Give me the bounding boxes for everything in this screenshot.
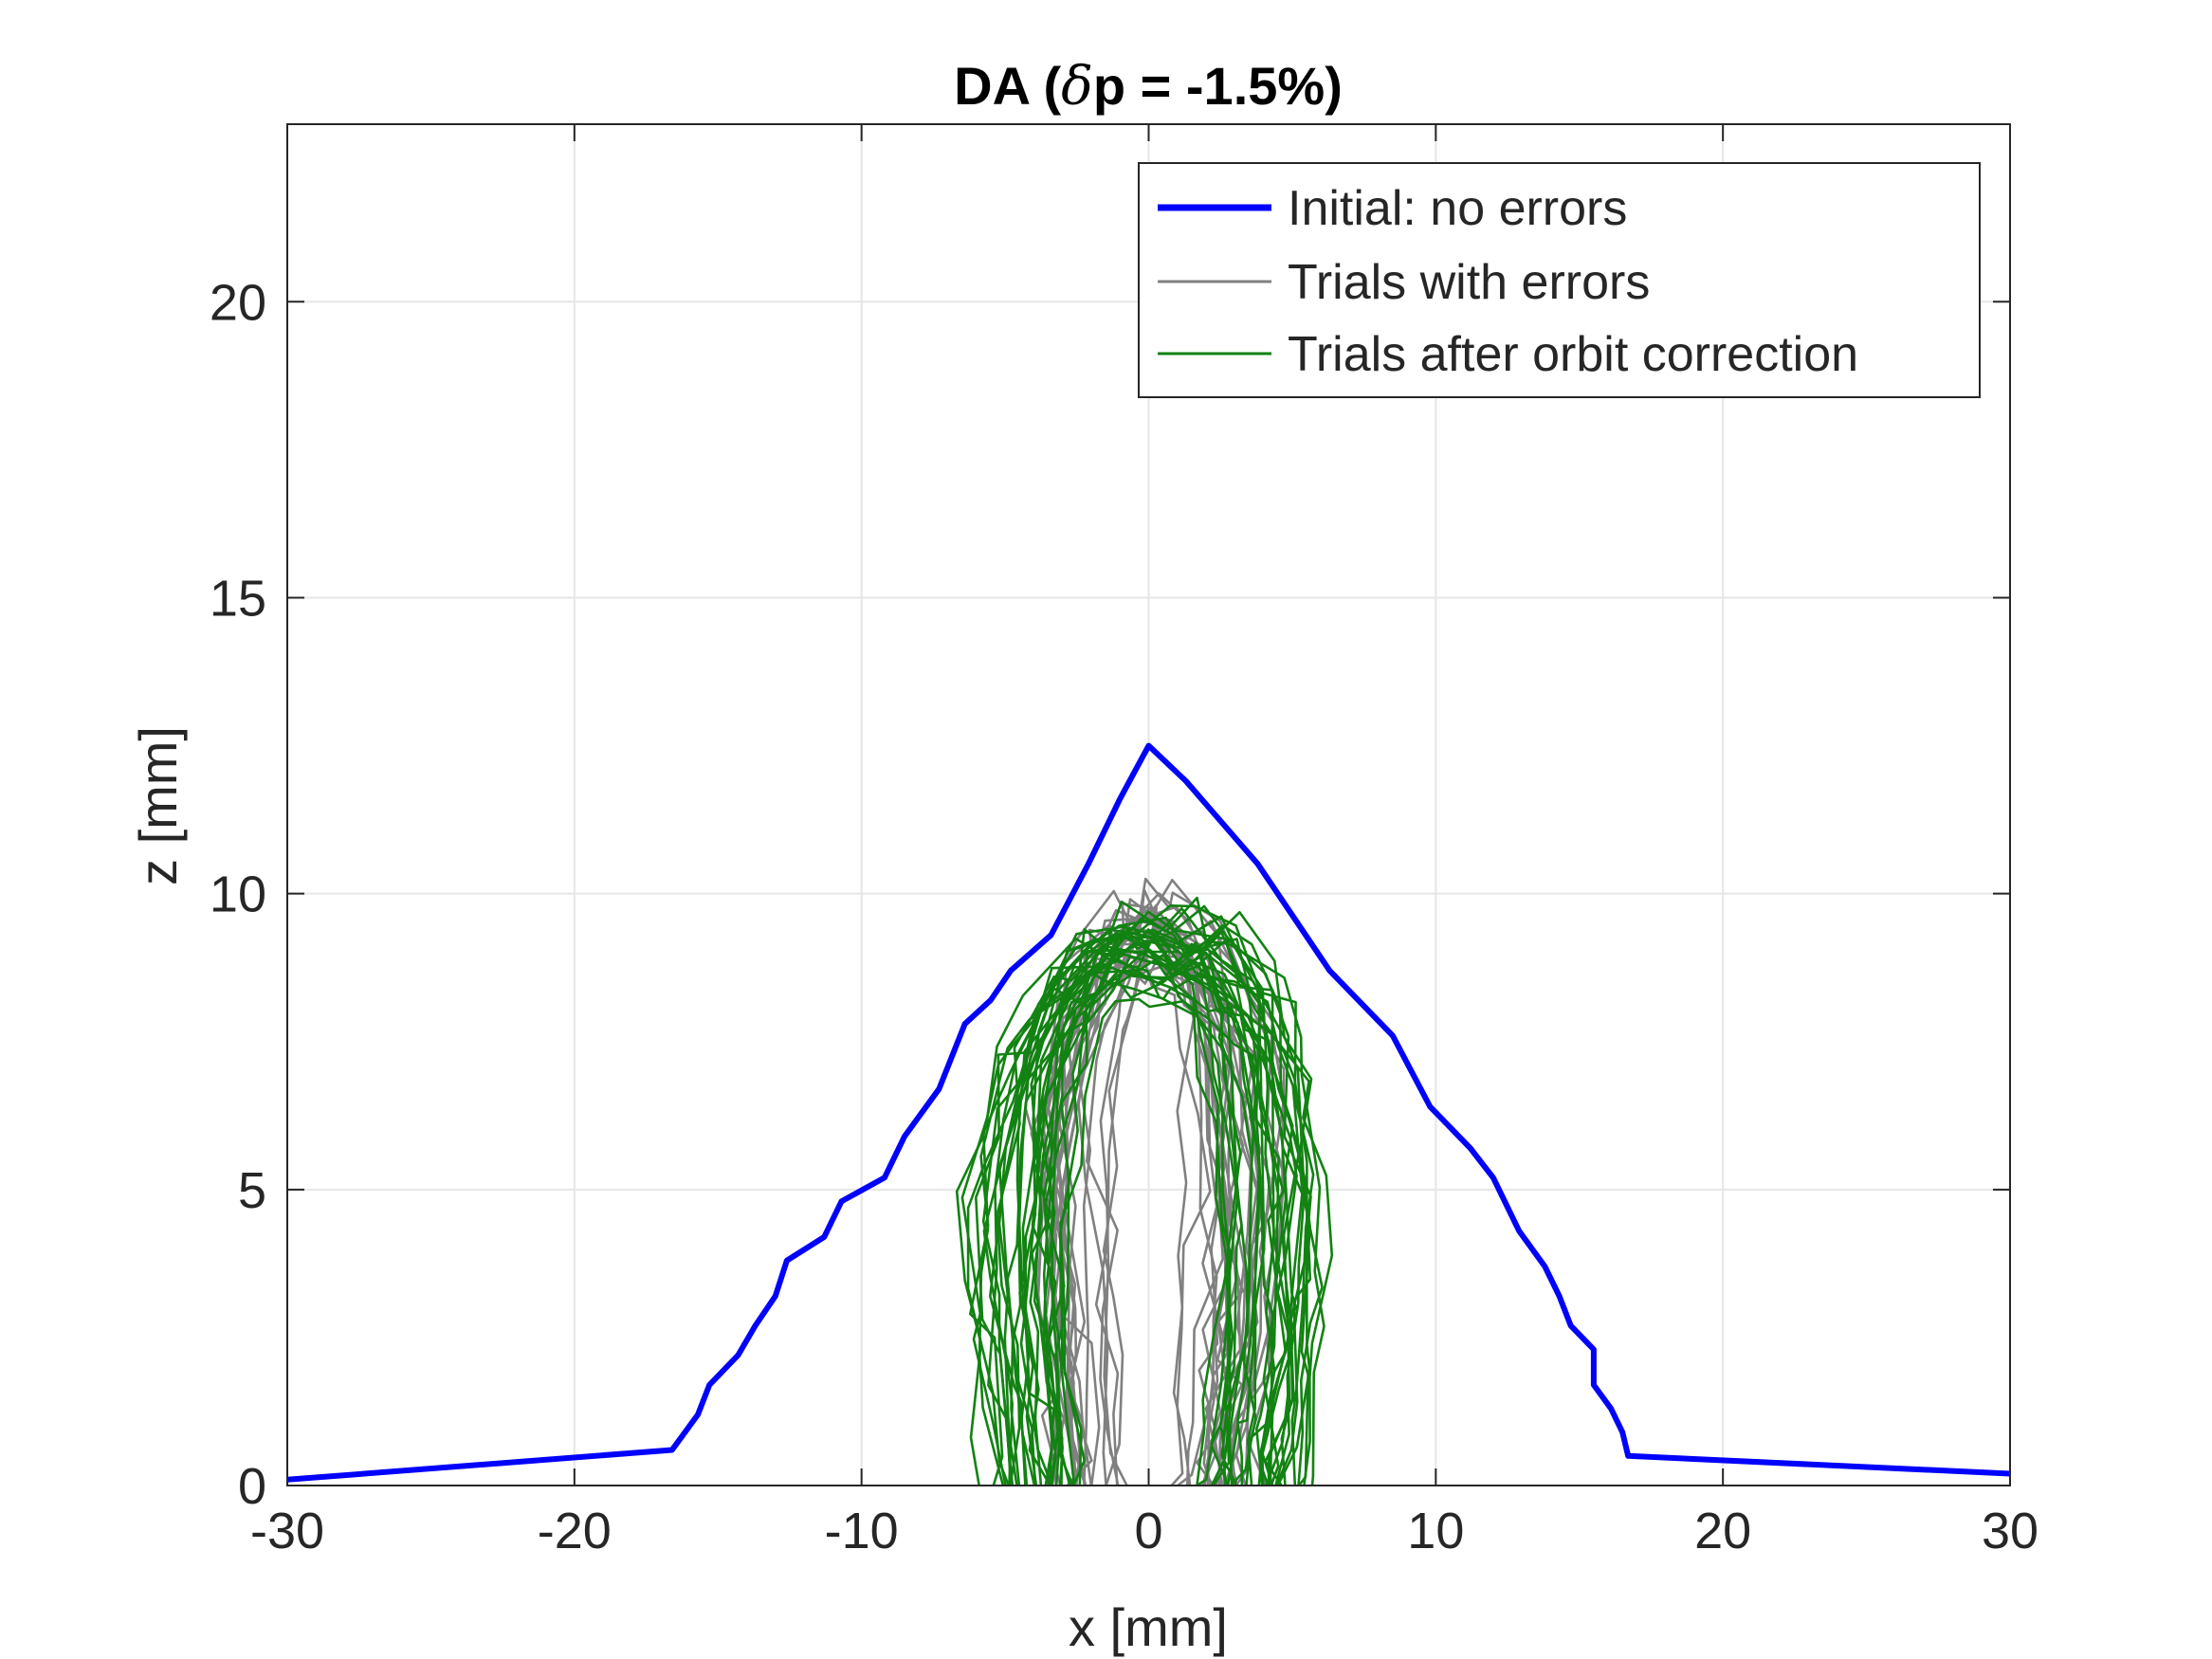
- corrected-trial-line-19: [1006, 953, 1243, 1486]
- y-tick-label-2: 10: [210, 866, 266, 923]
- corrected-trial-line-7: [1029, 904, 1276, 1486]
- y-tick-label-4: 20: [210, 274, 266, 331]
- corrected-trial-line-17: [960, 928, 1280, 1486]
- axis-tick-labels: -30 -20 -10 0 10 20 30 0 5 10 15 20: [210, 274, 2038, 1559]
- corrected-trial-line-25: [1053, 911, 1313, 1486]
- corrected-trial-line-22: [982, 928, 1262, 1486]
- y-tick-label-0: 0: [238, 1458, 266, 1515]
- x-tick-label-5: 20: [1694, 1503, 1751, 1559]
- legend: Initial: no errors Trials with errors Tr…: [1138, 162, 1981, 398]
- y-axis-label: z [mm]: [128, 726, 188, 885]
- legend-box: [1138, 162, 1981, 398]
- initial-no-errors-line: [287, 742, 2010, 1483]
- corrected-trial-line-31: [1042, 904, 1315, 1486]
- initial-no-errors-line-group: [287, 742, 2010, 1483]
- corrected-trial-line-21: [1051, 907, 1306, 1486]
- errors-trial-line-15: [1057, 921, 1286, 1486]
- x-tick-label-3: 0: [1134, 1503, 1162, 1559]
- y-tick-label-3: 15: [210, 570, 266, 627]
- corrected-trial-line-24: [989, 924, 1293, 1486]
- title-part-1: DA (: [954, 56, 1061, 116]
- chart-title: DA (δp = -1.5%): [954, 56, 1343, 118]
- title-delta: δ: [1061, 56, 1093, 118]
- legend-label-initial: Initial: no errors: [1288, 181, 1627, 236]
- x-tick-label-4: 10: [1407, 1503, 1464, 1559]
- corrected-trial-line-16: [1059, 997, 1274, 1486]
- y-tick-label-1: 5: [238, 1162, 266, 1219]
- errors-trial-line-16: [1051, 920, 1224, 1486]
- x-tick-label-6: 30: [1982, 1503, 2038, 1559]
- corrected-trial-line-13: [1031, 915, 1301, 1486]
- legend-label-errors: Trials with errors: [1288, 255, 1650, 310]
- corrected-trial-line-8: [987, 916, 1312, 1486]
- x-tick-label-1: -20: [538, 1503, 612, 1559]
- axis-ticks: [286, 124, 2011, 1486]
- errors-trial-line-19: [1055, 902, 1196, 1486]
- trials-after-correction-lines: [955, 896, 1334, 1486]
- corrected-trial-line-30: [996, 945, 1266, 1486]
- corrected-trial-line-27: [1058, 955, 1334, 1486]
- corrected-trial-line-26: [1021, 931, 1324, 1486]
- title-part-2: p = -1.5%): [1093, 56, 1343, 116]
- corrected-trial-line-29: [955, 949, 1290, 1486]
- x-tick-label-2: -10: [825, 1503, 899, 1559]
- x-tick-label-0: -30: [250, 1503, 324, 1559]
- errors-trial-line-18: [1036, 913, 1218, 1486]
- legend-label-corrected: Trials after orbit correction: [1288, 327, 1858, 382]
- x-axis-label: x [mm]: [1069, 1597, 1228, 1657]
